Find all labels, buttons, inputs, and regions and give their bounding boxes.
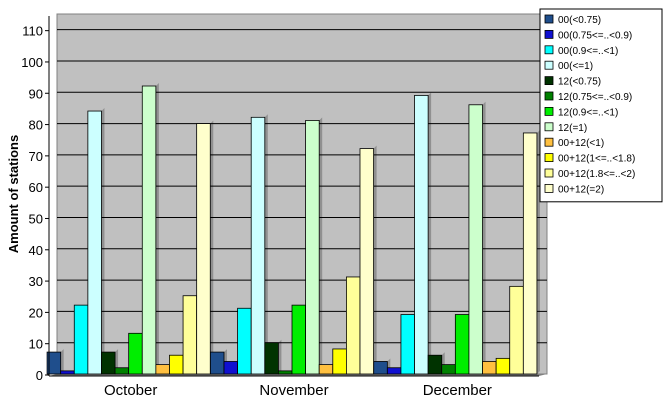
bar: [182, 295, 198, 375]
bar: [277, 370, 293, 375]
bar: [454, 314, 470, 375]
bar: [373, 361, 388, 375]
bar: [386, 367, 402, 375]
bar: [264, 342, 279, 375]
legend-swatch: [544, 168, 554, 178]
bar: [73, 304, 89, 375]
bar-side: [373, 145, 377, 374]
bar-side: [428, 92, 432, 375]
bar: [400, 314, 415, 375]
legend-label: 12(=1): [558, 123, 587, 134]
legend-label: 00+12(1.8<=..<2): [558, 169, 635, 180]
bar-side: [155, 83, 159, 374]
legend-swatch: [544, 91, 554, 101]
bar: [359, 148, 375, 375]
bar: [169, 354, 184, 375]
bar: [209, 351, 225, 375]
bar: [345, 276, 361, 375]
bar: [427, 354, 443, 375]
y-tick-label: 50: [29, 211, 43, 226]
bar: [522, 132, 538, 375]
x-tick-label: November: [259, 382, 328, 399]
bar-side: [264, 114, 268, 374]
bar: [441, 364, 456, 375]
bar: [414, 94, 429, 375]
x-tick-label: December: [423, 382, 492, 399]
bar: [332, 348, 347, 375]
y-tick-label: 10: [29, 337, 43, 352]
y-tick-label: 60: [29, 180, 43, 195]
legend-label: 00+12(<1): [558, 138, 604, 149]
bar-side: [536, 129, 540, 374]
bar: [250, 116, 266, 375]
bar: [305, 120, 320, 375]
legend-label: 00(<=1): [558, 61, 593, 72]
legend-swatch: [544, 76, 554, 85]
x-tick-label: October: [104, 382, 157, 399]
y-tick-label: 40: [29, 243, 43, 258]
legend-swatch: [544, 153, 554, 163]
y-tick-label: 20: [29, 305, 43, 320]
legend-label: 00+12(=2): [558, 184, 604, 195]
bar: [509, 285, 524, 375]
y-tick-label: 0: [36, 368, 43, 383]
legend-label: 12(0.9<=..<1): [558, 107, 618, 118]
bar-side: [210, 120, 214, 374]
bar-side: [60, 349, 64, 374]
bar: [87, 110, 102, 375]
legend-label: 00(0.75<=..<0.9): [558, 30, 632, 41]
legend-swatch: [544, 183, 554, 193]
bar-side: [319, 117, 323, 374]
bar: [318, 364, 334, 375]
y-tick-label: 100: [21, 55, 43, 70]
bar: [291, 304, 307, 375]
bar: [196, 123, 211, 375]
legend-label: 00(0.9<=..<1): [558, 46, 618, 57]
bar: [128, 332, 143, 375]
bar: [468, 104, 483, 375]
bar: [237, 307, 252, 375]
bar: [223, 361, 239, 375]
legend-swatch: [544, 14, 554, 24]
legend-label: 00(<0.75): [558, 15, 601, 26]
bar: [101, 351, 116, 375]
bar-side: [482, 101, 486, 375]
legend-label: 12(0.75<=..<0.9): [558, 92, 632, 103]
bar: [46, 351, 62, 375]
legend-swatch: [544, 45, 554, 55]
bar: [495, 357, 511, 375]
bar: [114, 367, 130, 375]
y-tick-label: 70: [29, 149, 43, 164]
bar-side: [278, 339, 282, 374]
legend-swatch: [544, 122, 554, 132]
y-tick-label: 80: [29, 118, 43, 133]
y-tick-label: 90: [29, 86, 43, 101]
legend-label: 00+12(1<=..<1.8): [558, 154, 635, 165]
bar-side: [101, 108, 105, 374]
legend-label: 12(<0.75): [558, 77, 601, 88]
y-tick-label: 110: [22, 24, 43, 39]
bar: [482, 361, 497, 375]
legend-swatch: [544, 137, 554, 147]
bar: [60, 370, 75, 375]
legend-swatch: [544, 60, 554, 70]
bar: [155, 364, 170, 375]
y-axis-title: Amount of stations: [6, 135, 21, 253]
bar: [141, 85, 157, 375]
y-tick-label: 30: [29, 274, 43, 289]
legend-swatch: [544, 29, 554, 39]
legend-box: [539, 8, 663, 203]
legend-swatch: [544, 107, 554, 116]
